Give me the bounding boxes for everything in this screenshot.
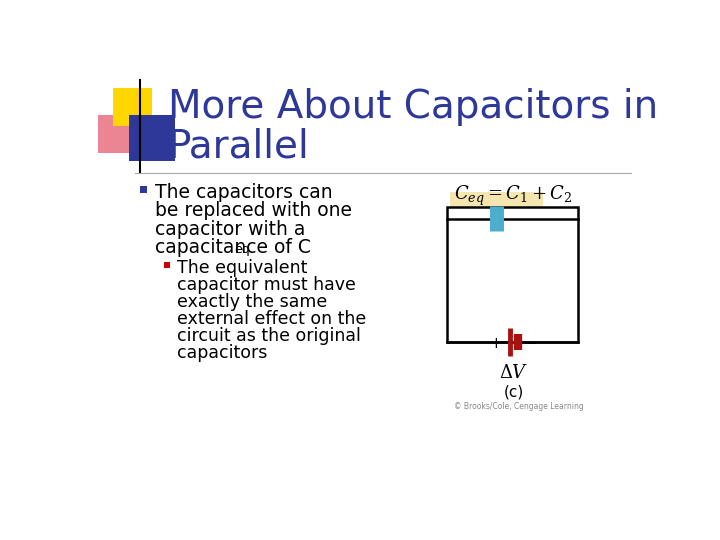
Text: © Brooks/Cole, Cengage Learning: © Brooks/Cole, Cengage Learning <box>454 402 584 411</box>
Bar <box>140 186 148 193</box>
Text: be replaced with one: be replaced with one <box>155 201 352 220</box>
Text: capacitors: capacitors <box>177 343 267 362</box>
Text: capacitance of C: capacitance of C <box>155 238 311 257</box>
Text: The equivalent: The equivalent <box>177 259 307 277</box>
Text: Parallel: Parallel <box>168 128 310 166</box>
Text: exactly the same: exactly the same <box>177 293 327 310</box>
Text: capacitor must have: capacitor must have <box>177 276 356 294</box>
Bar <box>451 192 543 242</box>
Bar <box>129 115 175 161</box>
Text: +: + <box>489 336 502 351</box>
Text: The capacitors can: The capacitors can <box>155 183 333 201</box>
Text: $\Delta V$: $\Delta V$ <box>499 363 528 382</box>
Bar <box>98 115 135 153</box>
Text: More About Capacitors in: More About Capacitors in <box>168 88 657 126</box>
Text: −: − <box>523 336 536 351</box>
Text: eq: eq <box>234 244 250 256</box>
Text: (c): (c) <box>504 384 524 400</box>
Text: external effect on the: external effect on the <box>177 309 366 328</box>
Text: circuit as the original: circuit as the original <box>177 327 361 345</box>
Text: $C_{eq} = C_1 + C_2$: $C_{eq} = C_1 + C_2$ <box>454 184 573 208</box>
Bar <box>163 262 170 268</box>
Bar <box>446 207 578 342</box>
Bar <box>113 88 152 126</box>
Text: capacitor with a: capacitor with a <box>155 220 305 239</box>
